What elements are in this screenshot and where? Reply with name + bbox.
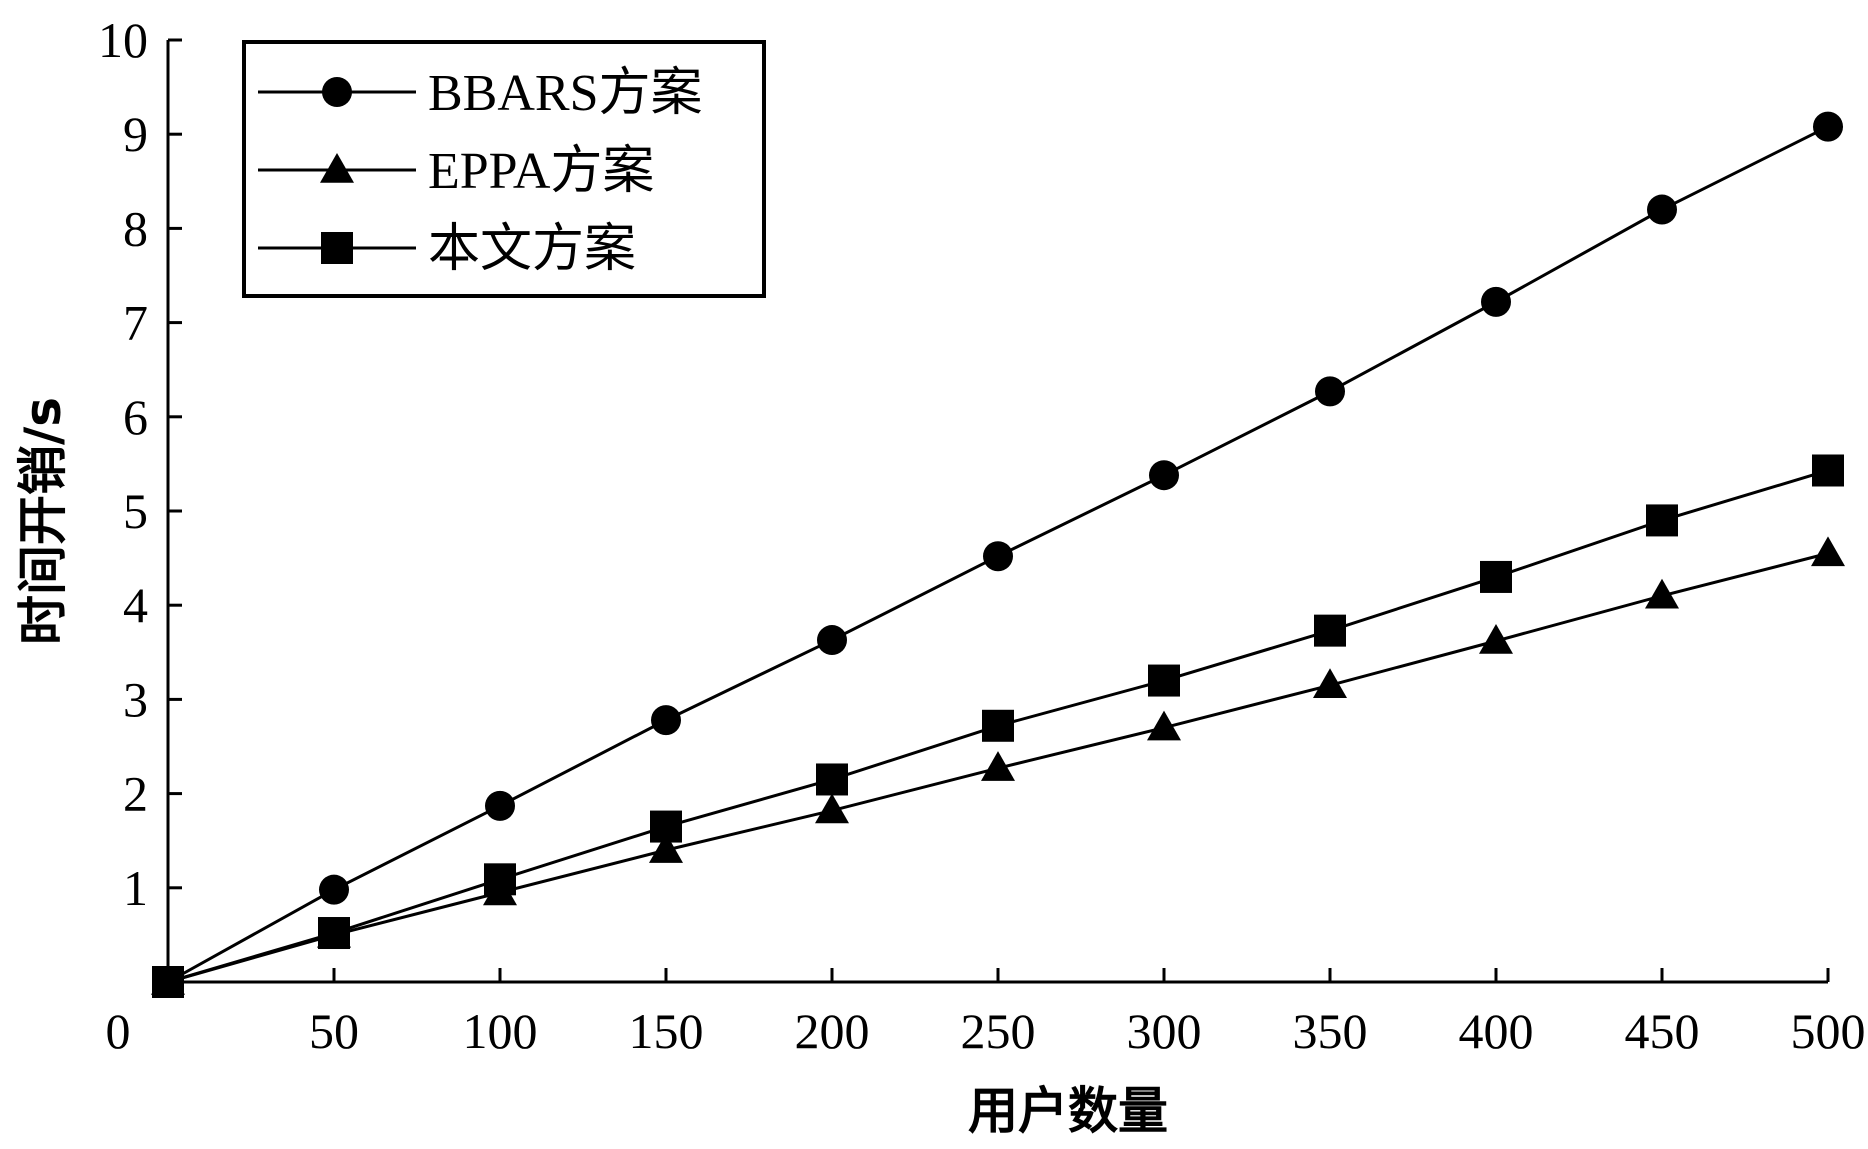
data-point — [152, 966, 184, 998]
data-point — [1315, 376, 1345, 407]
data-point — [1811, 536, 1845, 567]
data-point — [1149, 460, 1179, 491]
x-tick-label: 450 — [1625, 1003, 1700, 1059]
legend-marker — [321, 232, 353, 264]
x-axis-title: 用户数量 — [968, 1082, 1168, 1140]
series-group — [151, 111, 1845, 998]
data-point — [981, 751, 1015, 781]
data-point — [983, 541, 1013, 572]
data-point — [1645, 578, 1679, 609]
y-tick-label: 9 — [123, 106, 148, 162]
data-point — [318, 917, 350, 950]
legend-label: 本文方案 — [428, 221, 636, 278]
data-point — [1147, 710, 1181, 741]
x-tick-label: 150 — [629, 1003, 704, 1059]
y-tick-group: 1 2 3 4 5 6 7 8 9 10 — [98, 12, 182, 916]
x-tick-label: 350 — [1293, 1003, 1368, 1059]
series-3 — [152, 454, 1844, 998]
data-point — [319, 874, 349, 905]
legend-marker — [322, 77, 352, 107]
y-tick-label: 4 — [123, 577, 148, 633]
data-point — [1812, 454, 1844, 487]
x-tick-label: 400 — [1459, 1003, 1534, 1059]
x-tick-label: 500 — [1791, 1003, 1866, 1059]
x-tick-label: 300 — [1127, 1003, 1202, 1059]
y-tick-label: 10 — [98, 12, 148, 68]
data-point — [649, 833, 683, 863]
legend-item-2: EPPA方案 — [258, 143, 654, 200]
y-tick-label: 7 — [123, 295, 148, 351]
y-tick-label: 2 — [123, 766, 148, 822]
data-point — [1647, 194, 1677, 225]
y-tick-label: 5 — [123, 483, 148, 539]
x-tick-group: 0 50 100 150 200 250 300 350 400 450 500 — [106, 968, 1866, 1059]
x-tick-label: 250 — [961, 1003, 1036, 1059]
legend-item-3: 本文方案 — [258, 221, 636, 278]
x-tick-label: 0 — [106, 1003, 131, 1059]
data-point — [1813, 111, 1843, 142]
data-point — [816, 763, 848, 796]
data-point — [1646, 504, 1678, 537]
series-2 — [151, 536, 1845, 995]
x-tick-label: 50 — [309, 1003, 359, 1059]
data-point — [650, 810, 682, 843]
data-point — [1479, 623, 1513, 654]
y-tick-label: 6 — [123, 389, 148, 445]
data-point — [1314, 614, 1346, 647]
data-point — [1481, 286, 1511, 317]
y-tick-label: 3 — [123, 671, 148, 727]
data-point — [815, 793, 849, 824]
legend-marker — [320, 153, 354, 183]
x-tick-label: 200 — [795, 1003, 870, 1059]
x-tick-label: 100 — [463, 1003, 538, 1059]
y-tick-label: 1 — [123, 860, 148, 916]
data-point — [485, 790, 515, 821]
data-point — [1480, 560, 1512, 593]
y-axis-title: 时间开销/s — [14, 397, 72, 645]
data-point — [982, 709, 1014, 742]
legend-item-1: BBARS方案 — [258, 65, 703, 122]
data-point — [817, 625, 847, 656]
legend-label: EPPA方案 — [428, 143, 654, 200]
data-point — [1313, 668, 1347, 699]
y-tick-label: 8 — [123, 200, 148, 256]
data-point — [651, 705, 681, 736]
data-point — [1148, 664, 1180, 697]
data-point — [484, 863, 516, 896]
legend-label: BBARS方案 — [428, 65, 703, 122]
